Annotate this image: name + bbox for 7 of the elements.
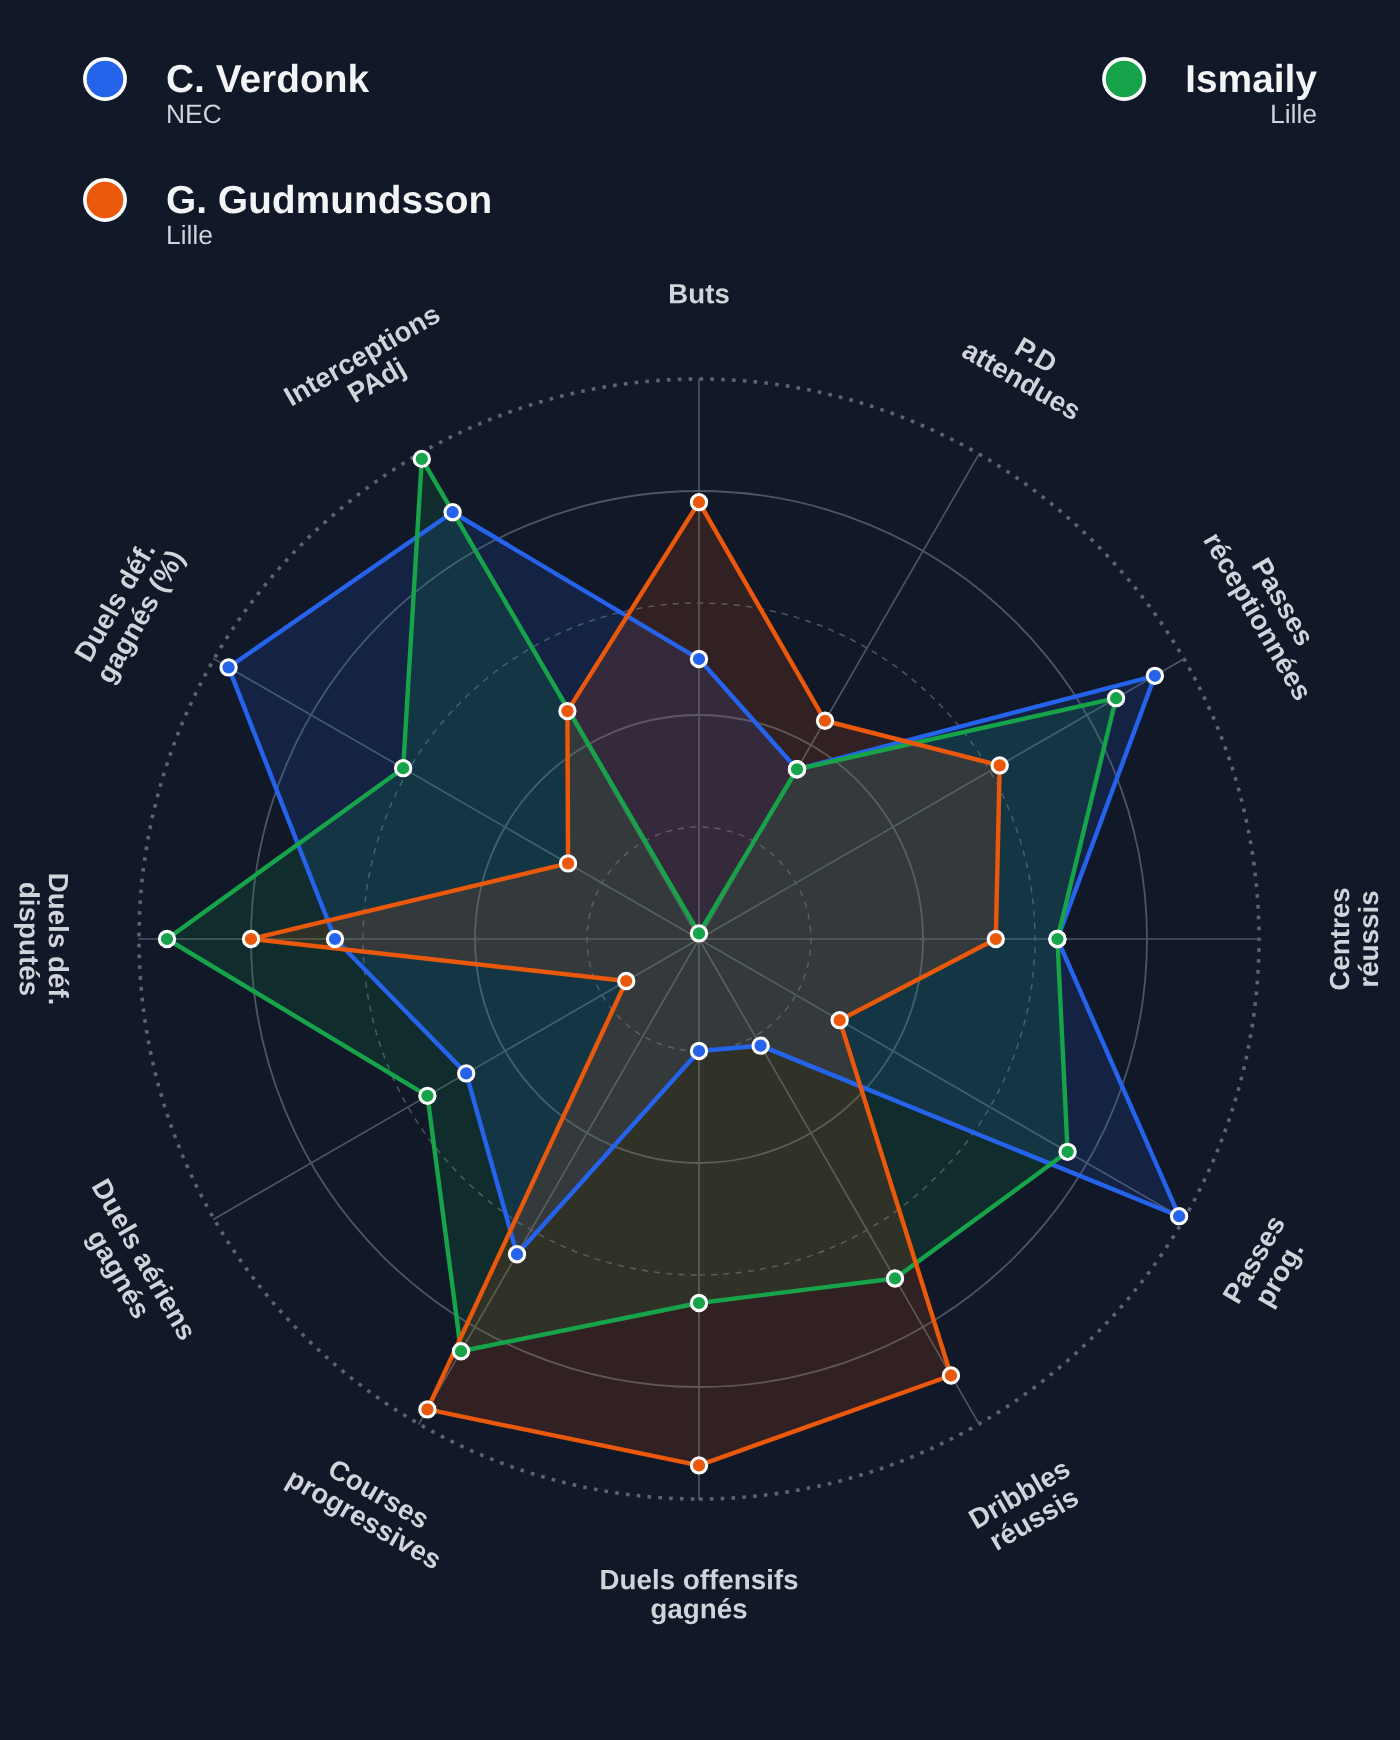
spoke-label: Centres réussis [1329,888,1379,990]
spoke-label: Duels déf. disputés [13,874,70,1004]
legend-label: C. Verdonk NEC [167,63,370,124]
legend-label: Ismaily Lille [1187,63,1317,124]
spoke-label: Buts [670,284,729,304]
spoke-label: Duels offensifs gagnés [601,1569,798,1625]
legend-label: G. Gudmundsson Lille [167,184,490,245]
